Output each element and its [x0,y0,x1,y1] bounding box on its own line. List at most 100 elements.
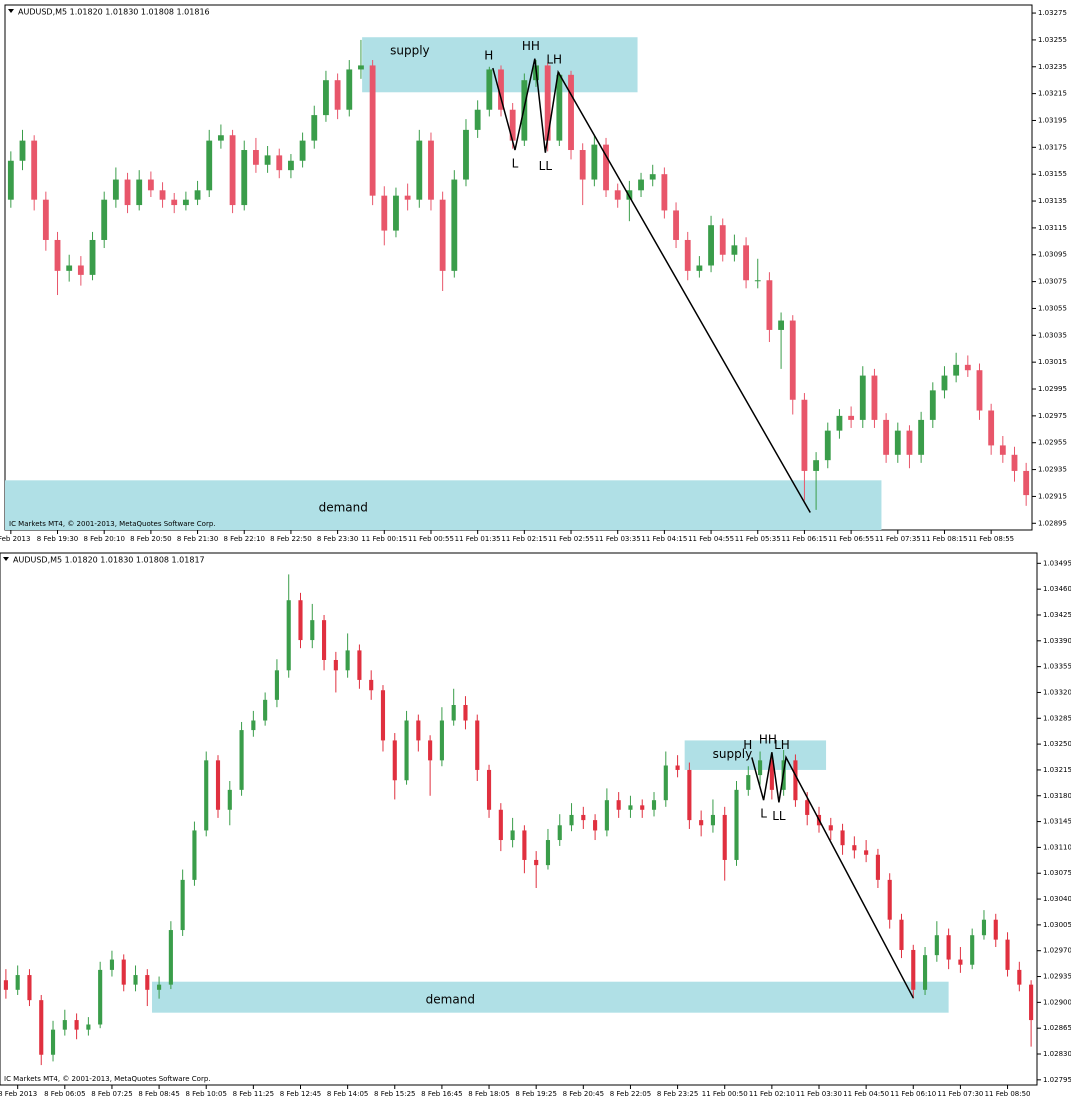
candle-body [192,830,197,880]
candle-body [848,415,855,420]
candle-body [836,415,843,431]
chart-footer: IC Markets MT4, © 2001-2013, MetaQuotes … [4,1075,211,1083]
y-tick-label: 1.03215 [1043,766,1071,774]
candle-body [1023,470,1030,496]
x-tick-label: 11 Feb 08:15 [922,535,968,543]
menu-arrow [8,9,14,13]
candle-body [934,935,939,956]
x-tick-label: 11 Feb 06:15 [781,535,827,543]
y-tick-label: 1.02915 [1038,492,1067,500]
candle-body [591,144,598,180]
candle-body [428,140,434,200]
pattern-label: HH [759,733,777,747]
pattern-label: LH [774,738,790,752]
candle-body [416,140,423,200]
y-tick-label: 1.03175 [1038,143,1067,151]
candle-body [227,789,232,810]
x-tick-label: 11 Feb 00:50 [702,1090,748,1098]
candle-body [626,190,633,200]
candle-body [510,830,515,841]
zone-label: demand [426,993,475,1007]
y-tick-label: 1.03005 [1043,921,1071,929]
candle-body [941,375,948,391]
candle-body [133,975,138,985]
candle-body [981,919,987,936]
y-tick-label: 1.03215 [1038,90,1067,98]
x-tick-label: 8 Feb 07:25 [91,1090,132,1098]
y-tick-label: 1.03040 [1043,895,1071,903]
candle-body [731,245,738,255]
candle-body [310,620,315,641]
candle-body [74,1020,79,1030]
candle-body [124,179,131,206]
candle-body [204,760,209,831]
chart-title: AUDUSD,M5 1.01820 1.01830 1.01808 1.0181… [13,556,205,565]
candle-body [286,600,291,671]
candle-body [86,1024,91,1030]
candle-body [661,174,668,211]
x-tick-label: 8 Feb 20:45 [563,1090,604,1098]
candle-body [651,800,657,810]
x-tick-label: 8 Feb 15:25 [374,1090,415,1098]
candle-body [544,65,551,141]
candle-body [251,720,256,731]
pattern-label: H [743,738,752,752]
y-tick-label: 1.03075 [1043,869,1071,877]
candle-body [1011,454,1018,471]
y-tick-label: 1.03235 [1038,63,1067,71]
candle-body [276,155,283,171]
x-tick-label: 11 Feb 01:35 [455,535,501,543]
candle-body [168,930,173,985]
candle-body [581,814,586,821]
candle-body [101,199,108,240]
candle-body [988,410,995,446]
y-tick-label: 1.03155 [1038,170,1067,178]
y-tick-label: 1.03110 [1043,843,1071,851]
zone-label: demand [319,501,368,515]
candle-body [62,1020,67,1030]
candle-body [805,800,810,815]
x-tick-label: 8 Feb 19:30 [37,535,78,543]
x-tick-label: 11 Feb 08:50 [985,1090,1031,1098]
x-tick-label: 11 Feb 00:55 [408,535,454,543]
x-tick-label: 11 Feb 02:55 [548,535,594,543]
y-tick-label: 1.03055 [1038,304,1067,312]
candle-body [758,760,763,776]
candle-body [545,840,551,866]
x-tick-label: 8 Feb 20:10 [83,535,124,543]
candle-body [638,179,644,191]
x-tick-label: 11 Feb 03:35 [595,535,641,543]
candle-body [793,760,798,801]
candle-body [89,239,96,275]
x-tick-label: 11 Feb 04:55 [688,535,734,543]
y-tick-label: 1.03495 [1043,559,1071,567]
candle-body [813,460,820,471]
candle-body [451,705,456,721]
candle-body [754,280,761,282]
candle-body [522,830,527,860]
candle-body [66,265,73,271]
candle-body [7,160,14,200]
x-tick-label: 8 Feb 10:05 [185,1090,226,1098]
candle-body [875,854,880,880]
y-tick-label: 1.02935 [1043,973,1071,981]
candle-body [416,720,421,741]
menu-arrow [3,557,9,561]
y-tick-label: 1.03095 [1038,251,1067,259]
candle-body [19,140,26,161]
y-tick-label: 1.03075 [1038,278,1067,286]
candle-body [498,809,503,841]
y-tick-label: 1.03180 [1043,792,1071,800]
candle-body [357,650,362,680]
candle-body [568,74,574,151]
candle-body [486,769,492,810]
candle-body [98,969,103,1025]
x-tick-label: 8 Feb 21:30 [177,535,218,543]
x-tick-label: 11 Feb 06:55 [828,535,874,543]
x-tick-label: 8 Feb 12:45 [280,1090,321,1098]
candle-body [15,975,20,990]
candle-body [673,210,679,240]
candle-body [734,789,739,860]
x-tick-label: 11 Feb 03:30 [796,1090,842,1098]
x-tick-label: 8 Feb 22:10 [224,535,265,543]
